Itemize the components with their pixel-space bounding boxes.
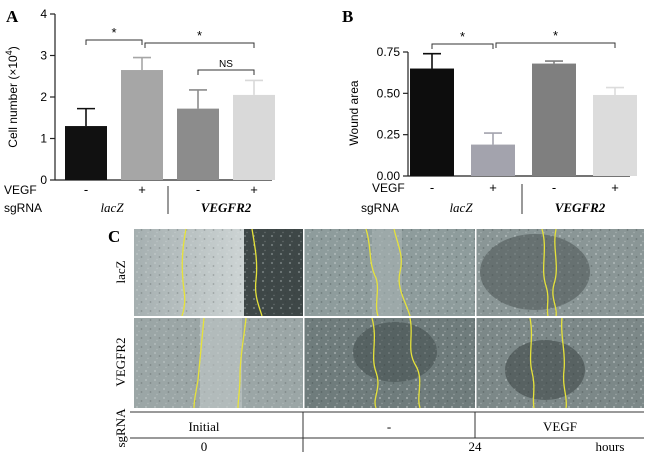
significance-label: *: [460, 29, 465, 44]
bar-4: [593, 94, 637, 176]
bar-3: [177, 108, 219, 180]
micrograph-vegfr2-vegf: [476, 317, 644, 409]
y-tick-label: 2: [40, 90, 47, 104]
bar-3: [532, 63, 576, 176]
time-24: 24: [469, 439, 483, 454]
significance-bracket: [144, 42, 255, 48]
micrograph-lacz-initial: [134, 228, 303, 317]
bar-1: [410, 68, 454, 176]
chart-a-sgrna-label: sgRNA: [4, 201, 42, 215]
row-label-vegfr2: VEGFR2: [113, 337, 128, 386]
chart-a-y-axis-label: Cell number (×104): [4, 46, 20, 147]
vegf-value-3: -: [196, 182, 200, 197]
bar-2: [121, 70, 163, 180]
chart-a-group-vegfr2: VEGFR2: [201, 200, 252, 215]
y-tick-label: 0.75: [377, 45, 401, 59]
condition-vegf: VEGF: [543, 419, 577, 434]
condition-control: -: [387, 419, 391, 434]
condition-initial: Initial: [188, 419, 219, 434]
panel-a-letter: A: [6, 7, 19, 26]
chart-b-y-axis-label: Wound area: [347, 80, 361, 145]
chart-a-vegf-label: VEGF: [4, 183, 37, 197]
chart-b-sgrna-label: sgRNA: [361, 201, 399, 215]
significance-label: *: [111, 25, 116, 40]
chart-b-group-lacz: lacZ: [449, 200, 473, 215]
bar-2: [471, 144, 515, 176]
micrograph-grid: [134, 228, 644, 409]
y-tick-label: 0.25: [377, 128, 401, 142]
panel-c-letter: C: [108, 227, 120, 246]
y-tick-label: 1: [40, 132, 47, 146]
vegf-value-4: +: [250, 182, 258, 197]
significance-label: *: [197, 28, 202, 43]
time-0: 0: [201, 439, 208, 454]
significance-bracket: [197, 69, 255, 75]
significance-bracket: [495, 42, 616, 48]
micrograph-vegfr2-control: [304, 317, 475, 409]
bar-1: [65, 126, 107, 180]
time-unit: hours: [596, 439, 625, 454]
y-tick-label: 0.50: [377, 86, 401, 100]
vegf-value-2: +: [138, 182, 146, 197]
vegf-value-4: +: [611, 180, 619, 195]
chart-b: 0.00 0.25 0.50 0.75 * * Wound area VEGF sgRN…: [347, 28, 637, 215]
y-tick-label: 0.00: [377, 169, 401, 183]
significance-bracket: [431, 43, 494, 49]
row-label-lacz: lacZ: [113, 260, 128, 283]
chart-b-vegf-label: VEGF: [372, 181, 405, 195]
vegf-value-1: -: [430, 180, 434, 195]
micrograph-vegfr2-initial: [134, 317, 303, 409]
vegf-value-3: -: [552, 180, 556, 195]
vegf-value-1: -: [84, 182, 88, 197]
panel-b-letter: B: [342, 7, 353, 26]
chart-a-group-lacz: lacZ: [100, 200, 124, 215]
significance-label: NS: [219, 59, 233, 70]
y-tick-label: 3: [40, 49, 47, 63]
micrograph-lacz-vegf: [476, 228, 644, 317]
y-tick-label: 0: [40, 173, 47, 187]
vegf-value-2: +: [489, 180, 497, 195]
micrograph-lacz-control: [304, 228, 475, 317]
y-tick-label: 4: [40, 7, 47, 21]
chart-b-group-vegfr2: VEGFR2: [555, 200, 606, 215]
chart-a: 0 1 2 3 4 * * NS Cell number (×104) VEGF sgRNA…: [4, 7, 275, 215]
bar-4: [233, 94, 275, 180]
row-label-sgrna: sgRNA: [113, 408, 128, 448]
significance-bracket: [85, 39, 143, 45]
significance-label: *: [553, 28, 558, 43]
